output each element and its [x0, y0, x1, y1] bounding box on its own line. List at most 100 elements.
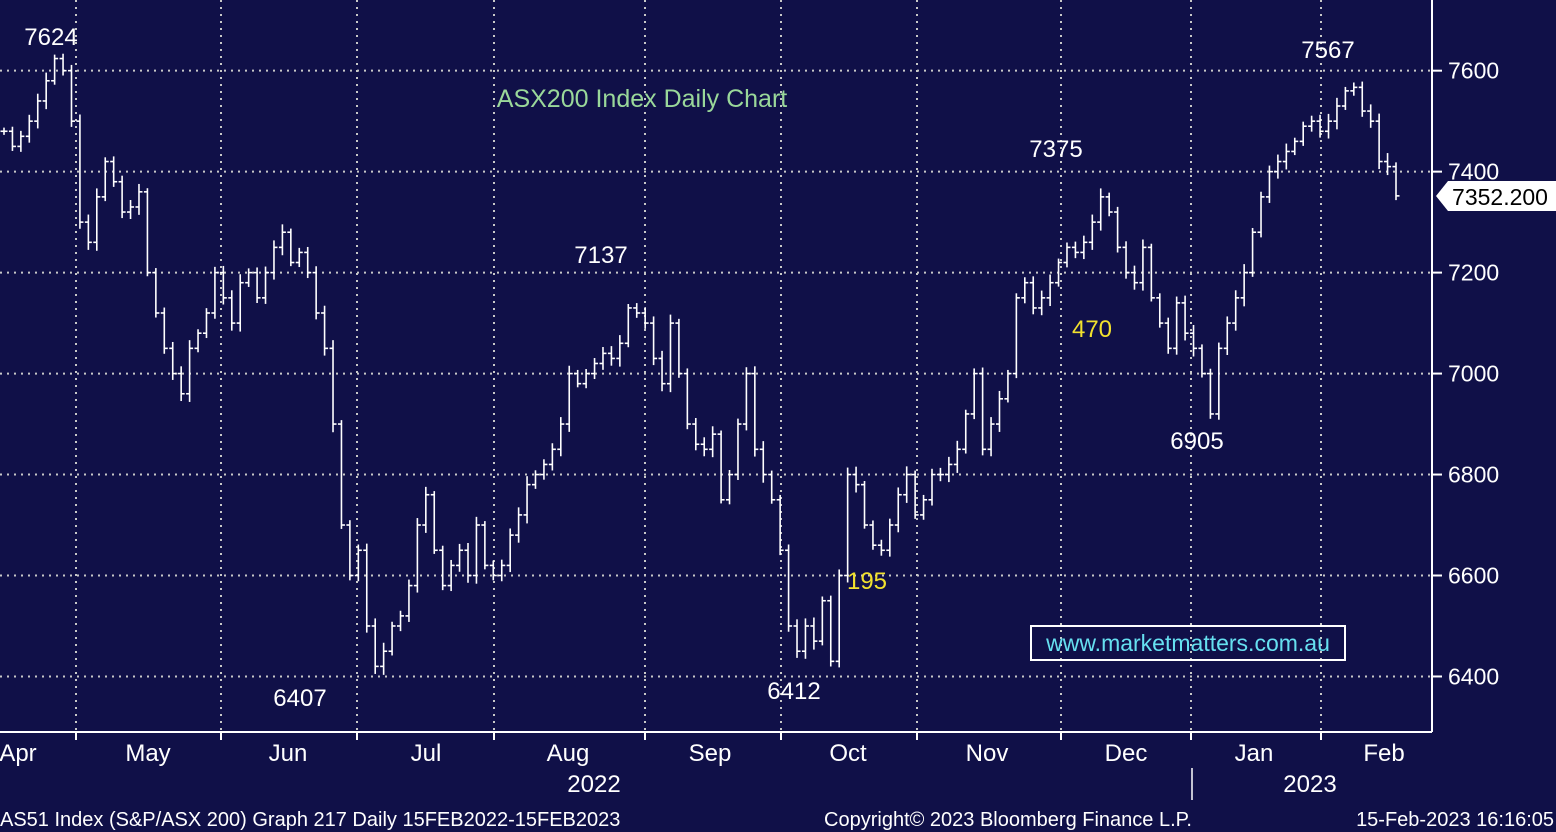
ohlc-bar — [84, 214, 92, 250]
ohlc-bar — [447, 559, 455, 592]
ohlc-bar — [962, 409, 970, 454]
ohlc-bar — [742, 367, 750, 431]
ohlc-bar — [801, 618, 809, 659]
price-bars — [0, 53, 1400, 675]
ohlc-bar — [1012, 293, 1020, 379]
ohlc-bar — [911, 470, 919, 519]
ohlc-bar — [1046, 274, 1054, 307]
ohlc-bar — [599, 347, 607, 370]
ohlc-bar — [135, 183, 143, 215]
ohlc-bar — [818, 596, 826, 646]
ohlc-bar — [1249, 227, 1257, 277]
ohlc-bar — [886, 518, 894, 557]
y-tick-label: 7600 — [1448, 58, 1499, 84]
ohlc-bar — [616, 335, 624, 367]
ohlc-bar — [329, 340, 337, 433]
footer-timestamp: 15-Feb-2023 16:16:05 — [1356, 809, 1554, 831]
annotation-trough-6407: 6407 — [273, 685, 326, 712]
ohlc-bar — [844, 467, 852, 583]
ohlc-bar — [1190, 325, 1198, 357]
ohlc-bar — [1105, 192, 1113, 217]
ohlc-bar — [1333, 97, 1341, 130]
ohlc-bar — [903, 466, 911, 503]
ohlc-bar — [734, 418, 742, 480]
ohlc-bar — [1274, 154, 1282, 179]
y-tick-label: 7200 — [1448, 260, 1499, 286]
ohlc-bar — [371, 618, 379, 674]
ohlc-bar — [1299, 121, 1307, 146]
ohlc-bar — [202, 308, 210, 339]
ohlc-bar — [768, 470, 776, 504]
ohlc-bar — [1063, 242, 1071, 268]
ohlc-bar — [413, 518, 421, 593]
ohlc-bar — [785, 544, 793, 632]
ohlc-bar — [1021, 277, 1029, 304]
ohlc-bar — [979, 367, 987, 456]
axes — [0, 0, 1433, 800]
ohlc-bar — [498, 559, 506, 582]
ohlc-bar — [894, 487, 902, 533]
ohlc-bar — [793, 619, 801, 658]
ohlc-bar — [169, 341, 177, 380]
x-month-label: Aug — [547, 740, 590, 767]
ohlc-bar — [489, 560, 497, 581]
ohlc-bar — [861, 480, 869, 529]
ohlc-bar — [1384, 153, 1392, 176]
ohlc-bar — [726, 469, 734, 505]
ohlc-bar — [548, 443, 556, 471]
footer-security-info: AS51 Index (S&P/ASX 200) Graph 217 Daily… — [0, 809, 620, 831]
ohlc-bar — [17, 130, 25, 152]
ohlc-bar — [540, 459, 548, 480]
grid-lines — [0, 0, 1432, 732]
ohlc-bar — [936, 467, 944, 482]
ohlc-bar — [321, 305, 329, 356]
ohlc-bar — [219, 265, 227, 305]
ohlc-bar — [582, 369, 590, 389]
ohlc-bar — [1029, 276, 1037, 315]
ohlc-bar — [869, 520, 877, 550]
ohlc-bar — [245, 268, 253, 287]
ohlc-bar — [25, 114, 33, 143]
ohlc-bar — [304, 246, 312, 279]
ohlc-bar — [759, 441, 767, 483]
ohlc-bar — [692, 417, 700, 451]
ohlc-bar — [1038, 290, 1046, 316]
ohlc-bar — [700, 437, 708, 457]
ohlc-bar — [481, 521, 489, 570]
ohlc-bar — [1097, 188, 1105, 231]
year-label-2023: 2023 — [1283, 771, 1336, 798]
ohlc-bar — [1367, 104, 1375, 128]
x-month-ticks: Apr May Jun Jul Aug Sep Oct Nov Dec Jan Feb — [0, 732, 1405, 767]
ohlc-bar — [1257, 191, 1265, 238]
watermark-box — [1030, 625, 1346, 661]
ohlc-bar — [0, 127, 8, 135]
x-month-label: Nov — [966, 740, 1009, 767]
ohlc-bar — [59, 53, 67, 76]
y-tick-label: 6600 — [1448, 563, 1499, 589]
ohlc-bar — [51, 54, 59, 85]
annotation-move-470: 470 — [1072, 316, 1112, 343]
ohlc-bar — [607, 346, 615, 366]
ohlc-bar — [709, 426, 717, 458]
ohlc-bar — [531, 470, 539, 489]
ohlc-bar — [852, 466, 860, 493]
ohlc-bar — [987, 417, 995, 457]
x-month-label: Sep — [689, 740, 732, 767]
ohlc-bar — [574, 369, 582, 388]
ohlc-bar — [287, 228, 295, 267]
last-price-label: 7352.200 — [1452, 184, 1548, 210]
ohlc-bar — [515, 507, 523, 543]
footer-copyright: Copyright© 2023 Bloomberg Finance L.P. — [824, 809, 1192, 831]
annotation-move-195: 195 — [847, 568, 887, 595]
ohlc-bar — [160, 307, 168, 354]
annotation-trough-6412: 6412 — [767, 678, 820, 705]
ohlc-bar — [464, 542, 472, 583]
ohlc-bar — [388, 621, 396, 656]
ohlc-bar — [1114, 206, 1122, 253]
ohlc-bar — [717, 430, 725, 504]
x-month-label: Jun — [269, 740, 308, 767]
ohlc-bar — [1232, 290, 1240, 331]
ohlc-bar — [67, 64, 75, 127]
x-month-label: Jul — [411, 740, 442, 767]
ohlc-bar — [1291, 137, 1299, 156]
